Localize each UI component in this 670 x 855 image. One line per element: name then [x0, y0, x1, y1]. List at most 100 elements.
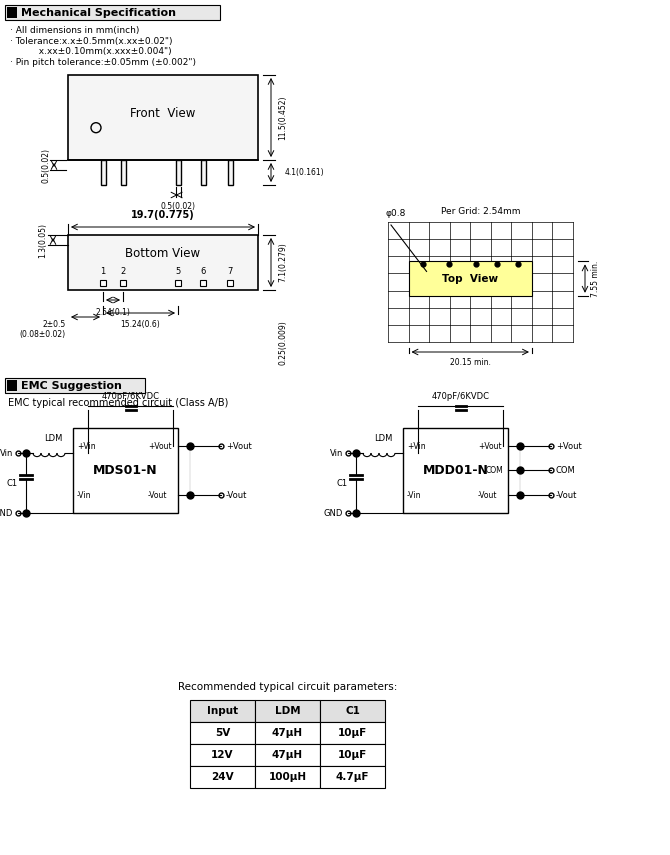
Bar [190, 722, 255, 744]
Bar [176, 160, 180, 185]
Bar [5, 378, 145, 393]
Text: C1: C1 [7, 479, 18, 487]
Text: 20.15 min.: 20.15 min. [450, 358, 490, 367]
Text: · Tolerance:x.x±0.5mm(x.xx±0.02"): · Tolerance:x.x±0.5mm(x.xx±0.02") [10, 37, 172, 45]
Text: Input: Input [207, 706, 238, 716]
Text: +Vout: +Vout [148, 441, 172, 451]
Text: 470pF/6KVDC: 470pF/6KVDC [101, 392, 159, 401]
Text: 11.5(0.452): 11.5(0.452) [279, 95, 287, 139]
Text: 10μF: 10μF [338, 750, 367, 760]
Text: +Vout: +Vout [226, 441, 252, 451]
Bar [200, 280, 206, 286]
Text: φ0.8: φ0.8 [386, 209, 407, 218]
Bar [320, 700, 385, 722]
Text: 7: 7 [227, 267, 232, 276]
Bar [7, 380, 17, 391]
Bar [190, 766, 255, 788]
Text: 2±0.5
(0.08±0.02): 2±0.5 (0.08±0.02) [20, 320, 66, 339]
Text: 24V: 24V [211, 772, 234, 782]
Text: +Vout: +Vout [556, 441, 582, 451]
Bar [68, 235, 258, 290]
Text: 6: 6 [200, 267, 206, 276]
Text: -Vin: -Vin [77, 491, 92, 499]
Text: COM: COM [556, 466, 576, 475]
Bar [200, 160, 206, 185]
Text: 0.5(0.02): 0.5(0.02) [161, 202, 196, 211]
Text: 0.25(0.009): 0.25(0.009) [279, 320, 287, 365]
Text: 5V: 5V [215, 728, 230, 738]
Text: Per Grid: 2.54mm: Per Grid: 2.54mm [441, 207, 520, 216]
Text: · All dimensions in mm(inch): · All dimensions in mm(inch) [10, 26, 139, 35]
Text: Recommended typical circuit parameters:: Recommended typical circuit parameters: [178, 682, 397, 692]
Bar [120, 280, 126, 286]
Text: LDM: LDM [374, 434, 392, 443]
Text: Front  View: Front View [130, 107, 196, 120]
Bar [403, 428, 508, 513]
Bar [190, 700, 255, 722]
Text: 1.3(0.05): 1.3(0.05) [38, 222, 48, 257]
Bar [190, 744, 255, 766]
Bar [68, 75, 258, 160]
Bar [320, 744, 385, 766]
Text: EMC Suggestion: EMC Suggestion [21, 380, 122, 391]
Text: 1: 1 [100, 267, 106, 276]
Bar [121, 160, 125, 185]
Text: 15.24(0.6): 15.24(0.6) [121, 320, 160, 329]
Text: Mechanical Specification: Mechanical Specification [21, 8, 176, 17]
Text: 470pF/6KVDC: 470pF/6KVDC [431, 392, 490, 401]
Text: 0.5(0.02): 0.5(0.02) [42, 148, 50, 182]
Bar [100, 280, 106, 286]
Bar [73, 428, 178, 513]
Text: 12V: 12V [211, 750, 234, 760]
Bar [255, 766, 320, 788]
Text: 47μH: 47μH [272, 750, 303, 760]
Bar [175, 280, 181, 286]
Text: GND: GND [0, 509, 13, 517]
Text: C1: C1 [337, 479, 348, 487]
Text: +Vout: +Vout [478, 441, 502, 451]
Text: LDM: LDM [275, 706, 300, 716]
Bar [320, 766, 385, 788]
Text: 10μF: 10μF [338, 728, 367, 738]
Text: 19.7(0.775): 19.7(0.775) [131, 210, 195, 220]
Bar [255, 722, 320, 744]
Bar [100, 160, 105, 185]
Text: 2: 2 [121, 267, 126, 276]
Text: GND: GND [324, 509, 343, 517]
Text: 7.55 min.: 7.55 min. [592, 261, 600, 297]
Bar [5, 5, 220, 20]
Text: 4.7μF: 4.7μF [336, 772, 369, 782]
Text: 7.1(0.279): 7.1(0.279) [279, 243, 287, 282]
Text: 4.1(0.161): 4.1(0.161) [285, 168, 325, 177]
Text: 2.54(0.1): 2.54(0.1) [96, 308, 131, 317]
Text: MDS01-N: MDS01-N [93, 464, 158, 477]
Text: Vin: Vin [330, 449, 343, 457]
Text: +Vin: +Vin [407, 441, 425, 451]
Text: COM: COM [486, 466, 504, 475]
Text: -Vout: -Vout [226, 491, 247, 499]
Text: 100μH: 100μH [269, 772, 307, 782]
Bar [255, 700, 320, 722]
Text: MDD01-N: MDD01-N [423, 464, 488, 477]
Text: Bottom View: Bottom View [125, 246, 200, 260]
Text: Top  View: Top View [442, 274, 498, 284]
Text: Vin: Vin [0, 449, 13, 457]
Text: -Vout: -Vout [148, 491, 168, 499]
Bar [227, 280, 233, 286]
Text: EMC typical recommended circuit (Class A/B): EMC typical recommended circuit (Class A… [8, 398, 228, 408]
Text: 5: 5 [176, 267, 181, 276]
Text: -Vout: -Vout [556, 491, 578, 499]
Bar [228, 160, 232, 185]
Text: -Vout: -Vout [478, 491, 498, 499]
Text: C1: C1 [345, 706, 360, 716]
Text: LDM: LDM [44, 434, 62, 443]
Text: +Vin: +Vin [77, 441, 96, 451]
Text: · Pin pitch tolerance:±0.05mm (±0.002"): · Pin pitch tolerance:±0.05mm (±0.002") [10, 57, 196, 67]
Text: x.xx±0.10mm(x.xxx±0.004"): x.xx±0.10mm(x.xxx±0.004") [10, 47, 172, 56]
Bar [255, 744, 320, 766]
Bar [7, 7, 17, 18]
Bar [320, 722, 385, 744]
Text: 47μH: 47μH [272, 728, 303, 738]
Bar [409, 262, 532, 296]
Text: -Vin: -Vin [407, 491, 421, 499]
